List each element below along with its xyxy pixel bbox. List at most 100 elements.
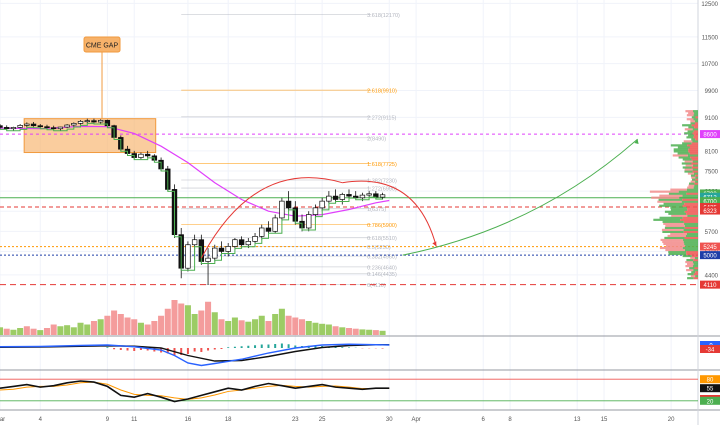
fib-level-label: 2(8490) [367,136,386,142]
volume-profile-bar [690,122,695,124]
x-tick-label: 18 [225,417,232,423]
candle-body [78,121,83,123]
price-tick-label: 9100 [705,116,719,122]
fib-level-label: 0.236(4640) [367,265,397,271]
macd-histogram-bar [247,346,249,348]
volume-profile-bar [683,239,698,241]
volume-profile-bar [694,273,698,275]
volume-profile-bar [696,116,698,118]
volume-profile-bar [665,227,685,229]
fib-level-label: 2.618(9910) [367,89,397,95]
volume-bar [192,314,198,335]
volume-bar [91,321,97,335]
volume-bar [24,326,30,335]
volume-bar [306,321,312,335]
volume-bar [312,323,318,335]
volume-profile-bar [687,277,694,279]
x-tick-label: 20 [668,417,675,423]
macd-histogram-bar [234,347,236,348]
volume-profile-bar [687,215,698,217]
candle-body [0,126,2,128]
volume-profile-bar [686,164,693,166]
volume-profile-bar [691,181,695,183]
volume-bar [37,330,43,335]
volume-profile-bar [689,267,694,269]
macd-histogram-bar [341,347,343,348]
fib-level-label: 0.146(4435) [367,272,397,278]
volume-profile-bar [685,225,698,227]
candle-body [31,124,36,126]
candle-body [219,248,224,251]
candle-body [340,194,345,199]
macd-histogram-bar [194,348,196,352]
fib-level-label: 1(6375) [367,207,386,213]
x-tick-label: 16 [185,417,192,423]
volume-profile-bar [684,203,698,205]
volume-bar [279,309,285,335]
candle-body [313,208,318,215]
volume-profile-bar [650,191,679,193]
volume-profile-bar [688,148,698,150]
volume-profile-bar [687,207,698,209]
volume-profile-bar [687,263,694,265]
volume-profile-bar [690,257,695,259]
candle-body [98,120,103,122]
volume-profile-bar [691,275,695,277]
candle-body [327,196,332,201]
macd-histogram-bar [241,346,243,348]
volume-profile-bar [695,174,698,176]
volume-profile-bar [686,193,698,195]
candle-body [353,196,358,198]
volume-bar [259,316,265,335]
volume-profile-bar [680,219,698,221]
volume-profile-bar [686,253,698,255]
candle-body [186,245,191,268]
volume-profile-bar [682,142,692,144]
volume-bar [17,328,23,335]
stoch-tag-text: 20 [707,399,714,405]
price-tag-text: 5000 [703,254,717,260]
volume-profile-bar [692,116,696,118]
volume-profile-bar [695,257,698,259]
fib-level-label: 0.618(5510) [367,236,397,242]
price-tick-label: 10700 [701,62,718,68]
volume-bar [44,328,50,335]
volume-profile-bar [686,213,698,215]
volume-profile-bar [693,265,698,267]
volume-profile-bar [683,255,692,257]
candle-body [71,123,76,125]
volume-bar [333,326,339,335]
volume-bar [158,316,164,335]
candle-body [212,248,217,258]
volume-bar [265,321,271,335]
volume-bar [380,331,386,335]
volume-profile-bar [693,128,698,130]
volume-profile-bar [684,221,698,223]
macd-histogram-bar [207,348,209,351]
volume-profile-bar [679,156,691,158]
volume-bar [286,316,292,335]
volume-bar [118,314,124,335]
price-tick-label: 5700 [705,230,719,236]
volume-profile-bar [662,231,683,233]
candle-body [246,241,251,244]
volume-bar [84,325,90,336]
volume-bar [359,329,365,335]
volume-profile-bar [683,166,692,168]
volume-profile-bar [678,146,690,148]
candle-body [18,125,23,127]
candle-body [306,215,311,228]
volume-bar [51,325,57,336]
volume-profile-bar [663,221,684,223]
macd-histogram-bar [227,347,229,348]
volume-profile-bar [678,152,690,154]
volume-bar [57,326,63,335]
volume-profile-bar [692,124,698,126]
volume-profile-bar [685,110,693,112]
volume-bar [225,321,231,335]
volume-profile-bar [693,136,698,138]
volume-profile-bar [664,203,685,205]
fib-level-label: 0.786(5900) [367,223,397,229]
